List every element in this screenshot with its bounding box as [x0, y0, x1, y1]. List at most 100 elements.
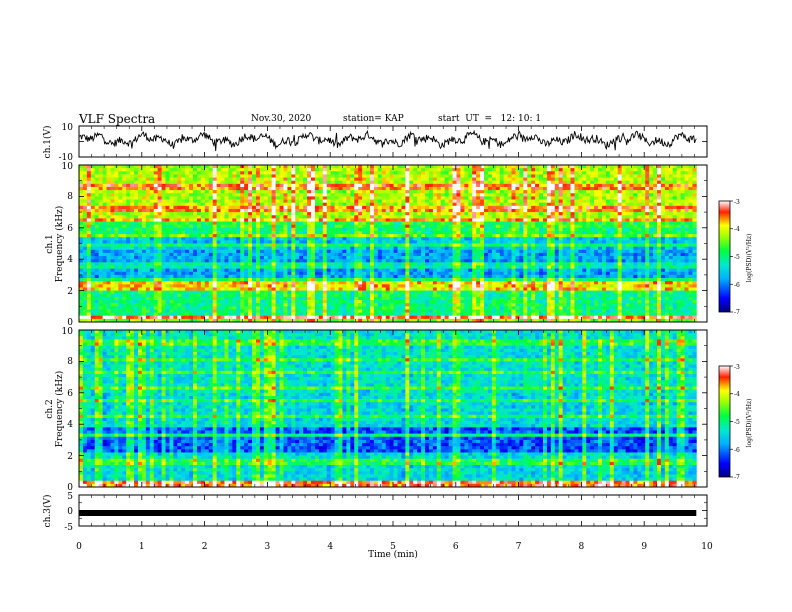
spectrogram-cell [279, 224, 284, 229]
spectrogram-cell [680, 227, 685, 232]
spectrogram-cell [511, 243, 516, 248]
spectrogram-cell [204, 221, 210, 226]
spectrogram-cell [377, 237, 383, 241]
spectrogram-cell [185, 243, 190, 248]
spectrogram-cell [185, 259, 190, 263]
spectrogram-cell [79, 171, 84, 175]
spectrogram-cell [149, 174, 155, 178]
spectrogram-cell [271, 196, 276, 200]
spectrogram-cell [688, 193, 693, 197]
spectrogram-cell [653, 252, 658, 257]
spectrogram-cell [684, 237, 689, 241]
spectrogram-cell [464, 196, 469, 200]
spectrogram-cell [173, 205, 178, 210]
spectrogram-cell [149, 221, 155, 226]
spectrogram-cell [558, 180, 564, 185]
spectrogram-cell [346, 243, 351, 248]
spectrogram-cell [653, 168, 658, 172]
spectrogram-cell [660, 218, 666, 222]
spectrogram-cell [385, 237, 391, 241]
spectrogram-cell [417, 193, 422, 197]
spectrogram-cell [240, 168, 245, 172]
spectrogram-cell [82, 237, 88, 241]
spectrogram-cell [440, 246, 446, 251]
spectrogram-cell [307, 174, 312, 178]
spectrogram-cell [86, 199, 92, 204]
spectrogram-cell [346, 193, 351, 197]
spectrogram-cell [385, 240, 391, 244]
spectrogram-cell [684, 234, 689, 238]
spectrogram-cell [574, 208, 579, 213]
spectrogram-cell [338, 218, 343, 222]
spectrogram-cell [523, 215, 528, 219]
spectrogram-cell [291, 196, 296, 200]
spectrogram-cell [145, 249, 151, 254]
spectrogram-cell [491, 215, 497, 219]
spectrogram-cell [196, 243, 202, 248]
spectrogram-cell [212, 243, 218, 248]
spectrogram-cell [684, 168, 689, 172]
spectrogram-cell [334, 202, 339, 207]
spectrogram-cell [114, 218, 119, 222]
spectrogram-cell [578, 168, 583, 172]
spectrogram-cell [299, 165, 304, 169]
spectrogram-cell [259, 224, 265, 229]
spectrogram-cell [594, 259, 599, 263]
spectrogram-cell [649, 177, 654, 182]
spectrogram-cell [318, 237, 324, 241]
spectrogram-cell [468, 186, 473, 191]
spectrogram-cell [275, 177, 280, 182]
spectrogram-cell [200, 205, 206, 210]
spectrogram-cell [425, 221, 430, 226]
spectrogram-cell [275, 221, 280, 226]
spectrogram-cell [224, 208, 229, 213]
spectrogram-cell [409, 208, 414, 213]
spectrogram-cell [169, 205, 174, 210]
spectrogram-cell [161, 230, 166, 235]
spectrogram-cell [354, 227, 359, 232]
spectrogram-cell [149, 215, 155, 219]
spectrogram-cell [535, 208, 540, 213]
spectrogram-cell [248, 168, 253, 172]
spectrogram-cell [503, 212, 508, 216]
spectrogram-cell [200, 234, 206, 238]
spectrogram-cell [193, 202, 198, 207]
spectrogram-cell [523, 205, 528, 210]
spectrogram-cell [657, 177, 662, 182]
spectrogram-cell [393, 171, 398, 175]
spectrogram-cell [684, 227, 689, 232]
spectrogram-cell [598, 190, 603, 194]
spectrogram-cell [377, 183, 383, 188]
spectrogram-cell [110, 227, 115, 232]
spectrogram-cell [381, 186, 387, 191]
spectrogram-cell [338, 180, 343, 185]
spectrogram-cell [169, 174, 174, 178]
spectrogram-cell [366, 168, 371, 172]
spectrogram-cell [350, 237, 355, 241]
spectrogram-cell [653, 249, 658, 254]
spectrogram-cell [362, 205, 367, 210]
spectrogram-cell [409, 252, 414, 257]
spectrogram-cell [432, 208, 438, 213]
spectrogram-cell [193, 180, 198, 185]
spectrogram-cell [668, 256, 674, 260]
spectrogram-cell [621, 190, 626, 194]
spectrogram-cell [684, 171, 689, 175]
spectrogram-cell [216, 218, 221, 222]
spectrogram-cell [196, 230, 202, 235]
spectrogram-cell [688, 240, 693, 244]
spectrogram-cell [153, 246, 159, 251]
spectrogram-cell [114, 252, 119, 257]
spectrogram-cell [350, 177, 355, 182]
spectrogram-cell [106, 240, 111, 244]
ch1-waveform-ticks [78, 125, 708, 158]
spectrogram-cell [554, 168, 560, 172]
spectrogram-cell [377, 190, 383, 194]
spectrogram-cell [248, 199, 253, 204]
spectrogram-cell [310, 212, 316, 216]
spectrogram-cell [126, 186, 131, 191]
spectrogram-cell [444, 215, 450, 219]
spectrogram-cell [181, 234, 186, 238]
spectrogram-cell [385, 190, 391, 194]
spectrogram-cell [558, 237, 564, 241]
